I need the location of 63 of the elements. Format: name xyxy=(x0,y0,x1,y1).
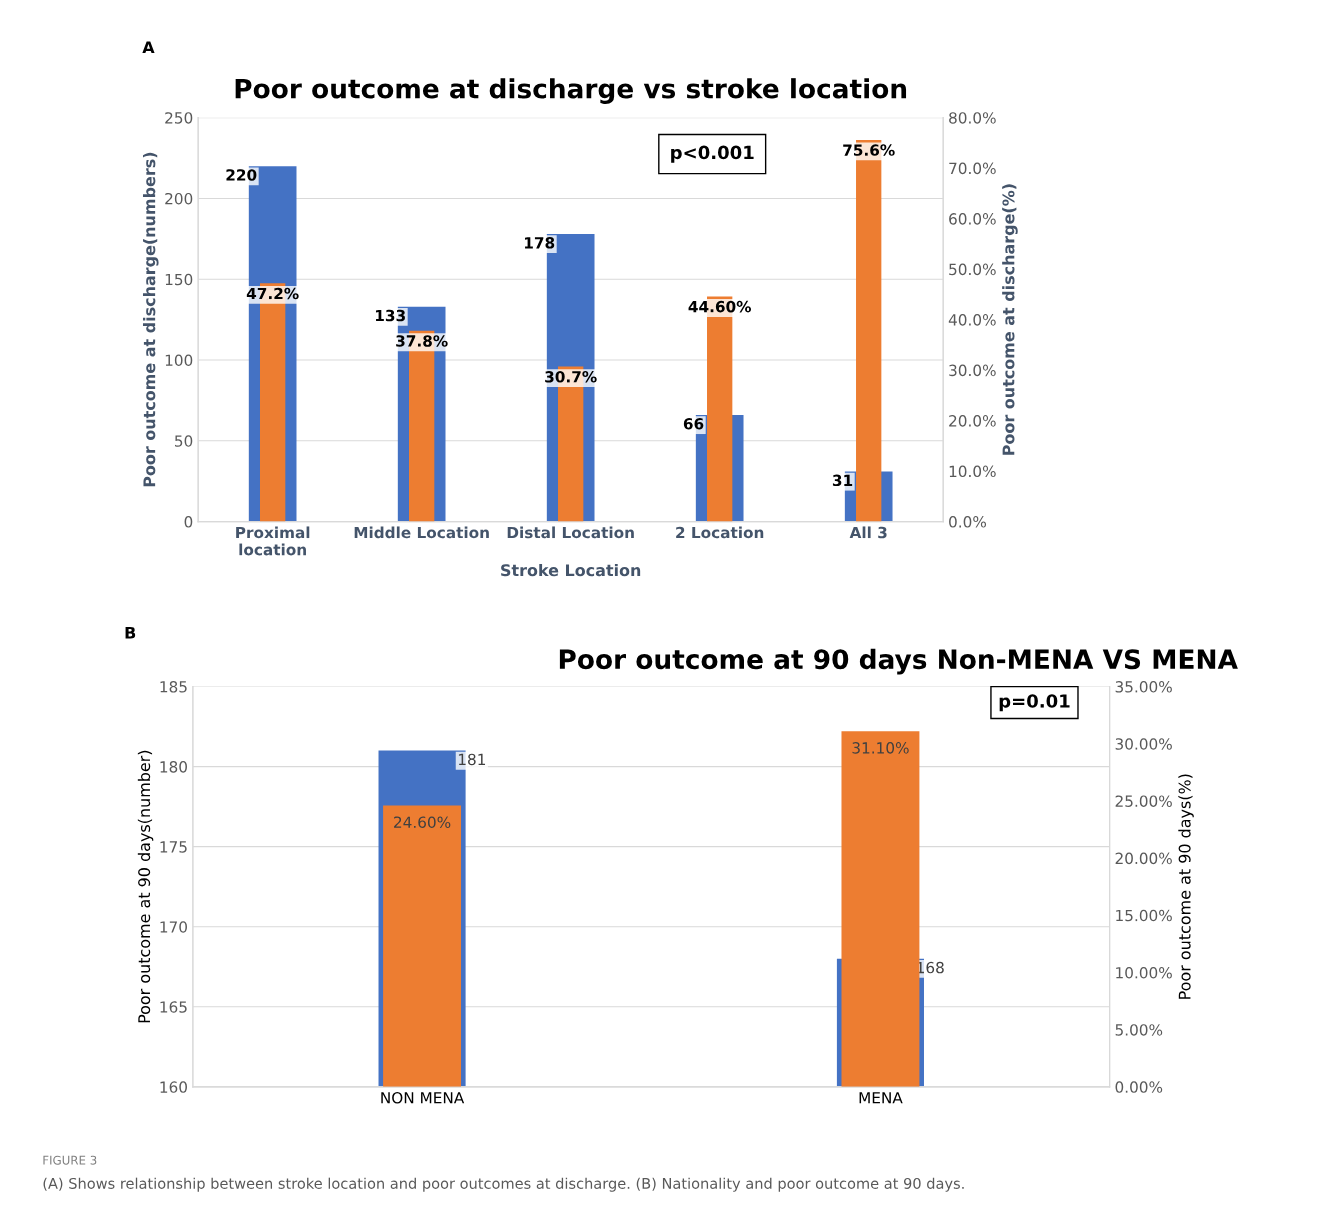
annotation: p<0.001 xyxy=(671,145,754,163)
data-label: 47.2% xyxy=(246,287,299,300)
data-label: 178 xyxy=(525,237,555,249)
y2-tick-label: 60.0% xyxy=(949,213,996,225)
data-label: 75.6% xyxy=(843,144,895,156)
y2-tick-label: 20.00% xyxy=(1115,852,1172,865)
y2-tick-label: 0.0% xyxy=(949,516,987,528)
data-label: 31 xyxy=(832,474,853,487)
annotation: p=0.01 xyxy=(999,694,1070,712)
y2-axis-title: Poor outcome at 90 days(%) xyxy=(1178,774,1194,999)
y-tick-label: 0 xyxy=(184,516,193,528)
y-tick-label: 160 xyxy=(160,1081,187,1093)
y-tick-label: 185 xyxy=(160,681,187,693)
y2-tick-label: 50.0% xyxy=(949,263,996,276)
y-tick-label: 100 xyxy=(165,354,193,367)
data-label: 44.60% xyxy=(688,300,752,313)
data-label: 181 xyxy=(458,753,486,766)
y-tick-label: 150 xyxy=(165,273,193,286)
y2-tick-label: 80.0% xyxy=(949,112,996,124)
y-axis-title: Poor outcome at discharge(numbers) xyxy=(142,152,159,487)
y-tick-label: 180 xyxy=(160,761,187,773)
y2-tick-label: 40.0% xyxy=(948,314,996,326)
text: (A) Shows relationship between stroke location and poor outcomes at discharge. (B) Nationality and poor outcome at 90 days. xyxy=(43,1177,964,1192)
y2-tick-label: 0.00% xyxy=(1115,1081,1163,1093)
data-label: 66 xyxy=(683,418,704,430)
x-tick-label: Proximal location xyxy=(236,526,310,556)
y-tick-label: 165 xyxy=(160,1001,187,1013)
y-tick-label: 250 xyxy=(165,112,193,124)
y2-tick-label: 30.00% xyxy=(1115,738,1172,750)
x-tick-label: MENA xyxy=(859,1092,903,1104)
y2-tick-label: 25.00% xyxy=(1115,795,1172,807)
y2-axis-title: Poor outcome at discharge(%) xyxy=(1002,184,1018,455)
y2-tick-label: 5.00% xyxy=(1115,1024,1163,1036)
x-tick-label: NON MENA xyxy=(381,1091,465,1104)
data-label: 168 xyxy=(917,961,944,974)
text: B xyxy=(125,626,136,639)
data-label: 37.8% xyxy=(396,335,448,347)
y-axis-title: Poor outcome at 90 days(number) xyxy=(137,750,154,1023)
data-label: 133 xyxy=(375,309,405,322)
y2-tick-label: 20.0% xyxy=(949,415,996,427)
data-label: 31.10% xyxy=(852,742,909,754)
y-tick-label: 200 xyxy=(165,192,193,205)
x-tick-label: Distal Location xyxy=(507,526,634,539)
chart-title: Poor outcome at discharge vs stroke location xyxy=(235,78,907,104)
data-label: 220 xyxy=(226,169,257,181)
y2-tick-label: 10.00% xyxy=(1116,966,1172,979)
x-tick-label: Middle Location xyxy=(354,526,489,539)
y-tick-label: 175 xyxy=(160,841,187,853)
data-label: 24.60% xyxy=(394,816,451,828)
x-tick-label: All 3 xyxy=(849,526,887,539)
y-tick-label: 170 xyxy=(160,921,187,933)
x-axis-title: Stroke Location xyxy=(501,563,641,577)
y2-tick-label: 70.0% xyxy=(949,162,996,175)
data-label: 30.7% xyxy=(545,371,597,383)
x-tick-label: 2 Location xyxy=(676,526,764,539)
y2-tick-label: 10.0% xyxy=(949,465,996,478)
y2-tick-label: 15.00% xyxy=(1116,909,1172,922)
caption: FIGURE 3 xyxy=(43,1155,97,1165)
y2-tick-label: 30.0% xyxy=(949,364,996,377)
y-tick-label: 50 xyxy=(175,435,193,447)
y2-tick-label: 35.00% xyxy=(1115,681,1172,693)
chart-title: Poor outcome at 90 days Non-MENA VS MENA xyxy=(559,648,1238,675)
text: A xyxy=(142,41,155,54)
